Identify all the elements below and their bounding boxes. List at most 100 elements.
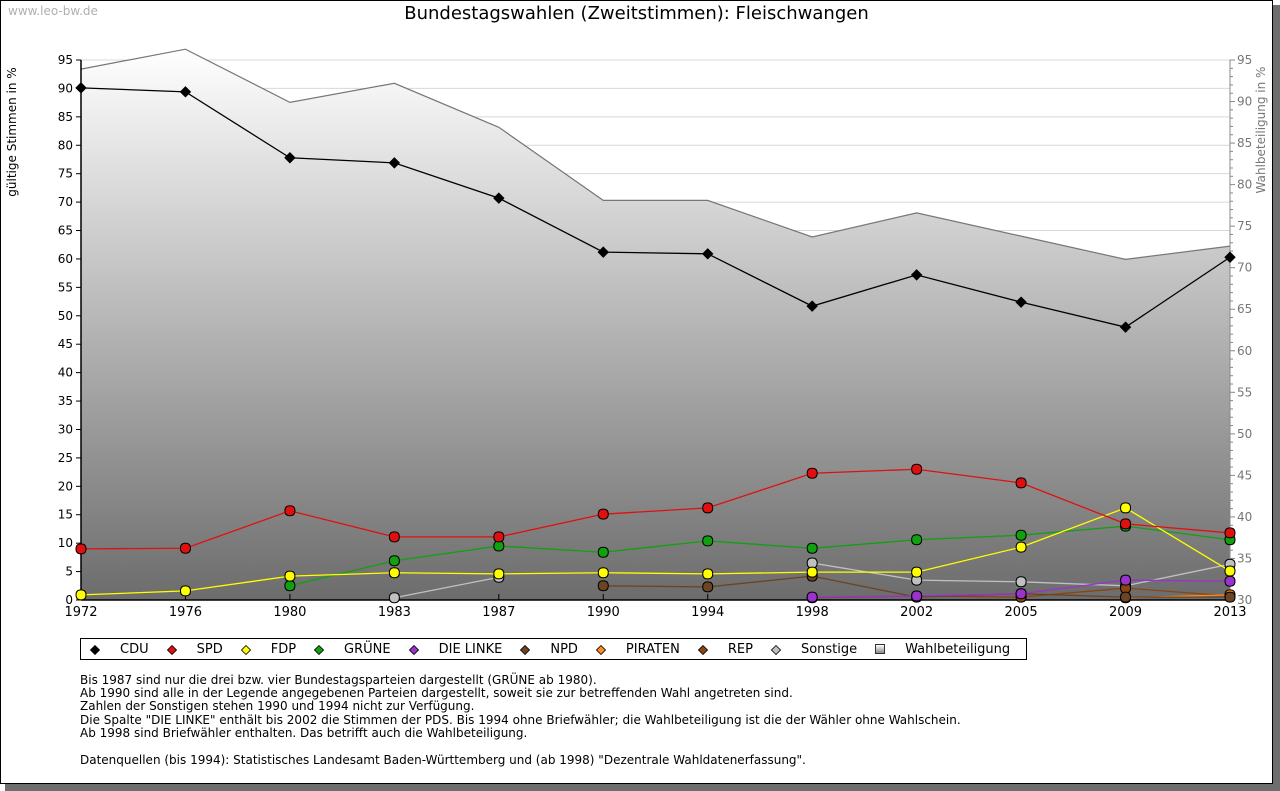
- legend-item: SPD: [166, 641, 223, 657]
- data-point: [1015, 541, 1027, 553]
- data-point: [493, 192, 505, 204]
- y-tick-label-right: 50: [1237, 427, 1252, 441]
- data-point: [911, 590, 923, 602]
- legend-item: DIE LINKE: [408, 642, 502, 657]
- series-line-grüne: [289, 525, 1231, 587]
- data-point: [911, 574, 923, 586]
- data-point: [910, 269, 923, 281]
- data-point: [597, 546, 609, 558]
- data-point: [388, 531, 400, 543]
- x-tick-label: 1972: [64, 605, 97, 620]
- x-tick-label: 1994: [691, 605, 724, 620]
- legend-item: Wahlbeteiligung: [875, 642, 1010, 657]
- data-point: [1224, 251, 1236, 263]
- data-point: [1224, 575, 1236, 587]
- data-point: [493, 531, 505, 543]
- legend-item: PIRATEN: [595, 641, 680, 657]
- data-point: [75, 543, 87, 555]
- x-tick-label: 2009: [1109, 605, 1142, 620]
- data-point: [388, 567, 400, 579]
- data-point: [806, 591, 818, 603]
- data-point: [1120, 502, 1132, 514]
- y-tick-label-left: 75: [58, 167, 73, 181]
- x-tick-label: 1987: [482, 605, 515, 620]
- legend-label: CDU: [120, 641, 149, 657]
- y-tick-label-left: 60: [58, 252, 73, 266]
- frame-shadow-right: [1273, 5, 1280, 791]
- diamond-marker-icon: [770, 644, 782, 656]
- data-point: [806, 300, 818, 312]
- turnout-area: [81, 49, 1230, 600]
- data-point: [75, 589, 87, 601]
- data-point: [388, 157, 401, 169]
- x-tick-label: 2013: [1213, 605, 1246, 620]
- y-tick-label-right: 85: [1237, 136, 1252, 150]
- diamond-marker-icon: [697, 644, 708, 656]
- y-tick-label-left: 5: [65, 565, 73, 579]
- data-point: [597, 508, 609, 520]
- note-line: Zahlen der Sonstigen stehen 1990 und 199…: [80, 699, 475, 714]
- data-point: [702, 502, 714, 514]
- x-tick-label: 1983: [378, 605, 411, 620]
- y-tick-label-right: 35: [1237, 551, 1252, 565]
- diamond-marker-icon: [166, 644, 177, 656]
- data-point: [1119, 321, 1132, 333]
- y-tick-label-left: 20: [58, 479, 73, 493]
- y-tick-label-right: 80: [1237, 178, 1252, 192]
- data-point: [1015, 529, 1027, 541]
- legend-label: GRÜNE: [344, 641, 391, 657]
- y-tick-label-left: 25: [58, 451, 73, 465]
- data-point: [1120, 518, 1132, 530]
- legend-item: Sonstige: [770, 641, 858, 657]
- data-point: [1015, 588, 1027, 600]
- data-point: [493, 568, 505, 580]
- diamond-marker-icon: [408, 644, 419, 656]
- data-point: [1015, 576, 1027, 588]
- y-tick-label-left: 70: [58, 195, 73, 209]
- data-point: [179, 585, 191, 597]
- legend-label: PIRATEN: [625, 641, 680, 657]
- y-tick-label-right: 70: [1237, 261, 1252, 275]
- notes: Bis 1987 sind nur die drei bzw. vier Bun…: [80, 673, 961, 740]
- y-tick-label-left: 90: [58, 81, 73, 95]
- x-tick-label: 1990: [587, 605, 620, 620]
- legend-label: SPD: [196, 641, 223, 657]
- y-tick-label-left: 40: [58, 366, 73, 380]
- note-line: Ab 1998 sind Briefwähler enthalten. Das …: [80, 725, 528, 740]
- data-point: [1120, 591, 1132, 603]
- data-point: [284, 152, 296, 164]
- y-tick-label-left: 65: [58, 224, 73, 238]
- legend: CDU SPD FDP GRÜNE DIE LINKE NPD PIRATEN REP Sons…: [80, 638, 1027, 660]
- series-line-fdp: [80, 507, 1231, 596]
- data-point: [1015, 477, 1027, 489]
- y-tick-label-left: 35: [58, 394, 73, 408]
- data-point: [702, 535, 714, 547]
- data-point: [388, 555, 400, 567]
- y-tick-label-right: 90: [1237, 95, 1252, 109]
- x-tick-label: 2005: [1005, 605, 1038, 620]
- legend-item: REP: [697, 642, 753, 657]
- note-line: Die Spalte "DIE LINKE" enthält bis 2002 …: [80, 712, 961, 727]
- data-point: [597, 246, 609, 258]
- diamond-marker-icon: [89, 644, 101, 656]
- data-point: [284, 580, 296, 592]
- data-point: [702, 581, 714, 593]
- data-point: [388, 592, 400, 604]
- legend-label: Sonstige: [800, 641, 858, 657]
- data-source: Datenquellen (bis 1994): Statistisches L…: [80, 753, 806, 767]
- data-point: [1224, 565, 1236, 577]
- y-tick-label-left: 95: [58, 53, 73, 67]
- series-line-spd: [80, 468, 1231, 550]
- legend-item: GRÜNE: [313, 641, 391, 657]
- data-point: [806, 467, 818, 479]
- note-line: Ab 1990 sind alle in der Legende angegeb…: [80, 686, 793, 701]
- y-tick-label-right: 65: [1237, 302, 1252, 316]
- y-tick-label-left: 30: [58, 422, 73, 436]
- x-tick-label: 2002: [900, 605, 933, 620]
- data-point: [179, 542, 191, 554]
- square-marker-icon: [875, 644, 886, 654]
- data-point: [702, 568, 714, 580]
- watermark: www.leo-bw.de: [8, 4, 98, 18]
- note-line: Bis 1987 sind nur die drei bzw. vier Bun…: [80, 673, 597, 687]
- series-line-cdu: [80, 87, 1231, 328]
